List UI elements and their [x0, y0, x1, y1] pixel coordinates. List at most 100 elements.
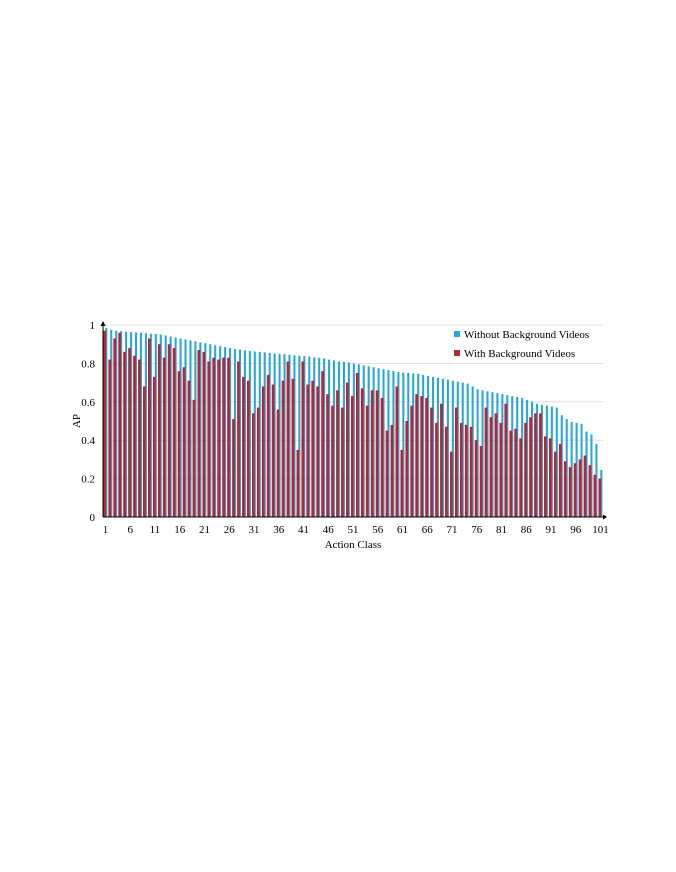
bar-without-background	[580, 423, 583, 517]
bar-with-background	[514, 428, 518, 517]
bar-with-background	[187, 380, 191, 517]
bar-without-background	[149, 333, 152, 517]
bar-with-background	[291, 378, 295, 517]
bar-without-background	[540, 404, 543, 517]
bar-without-background	[511, 396, 514, 517]
bar-without-background	[278, 353, 281, 517]
bar-with-background	[449, 451, 453, 517]
bar-with-background	[192, 399, 196, 517]
bar-without-background	[184, 339, 187, 517]
bar-without-background	[164, 335, 167, 517]
bar-without-background	[332, 360, 336, 517]
bar-without-background	[496, 393, 499, 517]
bar-with-background	[286, 361, 290, 517]
bar-without-background	[357, 364, 360, 517]
bar-with-background	[321, 371, 324, 517]
bar-with-background	[365, 405, 369, 517]
bar-without-background	[258, 351, 261, 517]
bar-without-background	[456, 381, 459, 517]
x-axis-label: Action Class	[325, 539, 382, 551]
bar-with-background	[509, 430, 513, 517]
bar-with-background	[524, 422, 527, 517]
bar-without-background	[585, 431, 588, 517]
bar-without-background	[159, 334, 162, 517]
bar-with-background	[583, 455, 587, 517]
bar-with-background	[479, 445, 483, 517]
bar-without-background	[560, 415, 563, 517]
bar-with-background	[143, 386, 146, 517]
bar-with-background	[256, 407, 260, 517]
bar-without-background	[402, 372, 405, 517]
bar-with-background	[336, 390, 339, 517]
bar-with-background	[281, 380, 285, 517]
bar-with-background	[237, 361, 240, 517]
x-tick-label: 56	[372, 524, 384, 536]
bar-with-background	[415, 394, 419, 517]
bar-without-background	[451, 380, 454, 517]
legend: Without Background Videos With Backgroun…	[454, 329, 589, 360]
bar-with-background	[474, 440, 478, 517]
bar-without-background	[323, 358, 326, 517]
bar-with-background	[128, 348, 131, 517]
x-tick-label: 91	[546, 524, 557, 536]
bar-with-background	[152, 376, 156, 517]
y-axis-arrow-icon	[100, 321, 106, 326]
x-tick-label: 71	[447, 524, 458, 536]
legend-swatch-with-background	[454, 350, 460, 356]
bar-without-background	[362, 365, 365, 517]
bar-with-background	[326, 394, 329, 517]
bar-without-background	[476, 389, 479, 517]
bar-without-background	[466, 383, 469, 517]
bar-without-background	[372, 367, 375, 517]
bar-without-background	[352, 363, 355, 517]
x-tick-label: 61	[397, 524, 408, 536]
bar-without-background	[283, 354, 286, 517]
bar-with-background	[251, 413, 255, 517]
x-tick-label: 96	[570, 524, 582, 536]
bar-with-background	[534, 413, 537, 517]
x-tick-label: 86	[521, 524, 533, 536]
bar-with-background	[306, 384, 310, 517]
bar-without-background	[219, 346, 222, 517]
y-tick-label: 0.2	[81, 474, 95, 486]
x-tick-label: 31	[248, 524, 259, 536]
bar-without-background	[461, 382, 464, 517]
bar-with-background	[133, 355, 136, 517]
bar-with-background	[261, 386, 265, 517]
x-tick-label: 41	[298, 524, 309, 536]
bar-with-background	[331, 405, 334, 517]
bar-without-background	[342, 361, 345, 517]
bar-with-background	[207, 361, 211, 517]
bar-with-background	[529, 417, 532, 517]
bar-without-background	[308, 356, 311, 517]
bar-without-background	[268, 352, 271, 517]
bar-without-background	[427, 375, 430, 517]
bar-without-background	[595, 444, 598, 517]
bar-without-background	[436, 377, 440, 517]
bar-with-background	[519, 438, 522, 517]
bar-without-background	[407, 373, 410, 517]
bar-with-background	[202, 351, 206, 517]
bar-with-background	[464, 424, 468, 517]
y-tick-labels: 0 0.2 0.4 0.6 0.8 1	[81, 320, 95, 524]
x-tick-label: 26	[224, 524, 236, 536]
axes	[100, 321, 607, 520]
x-tick-label: 101	[592, 524, 609, 536]
bar-with-background	[553, 451, 557, 517]
bar-with-background	[593, 474, 597, 517]
bar-with-background	[548, 438, 552, 517]
bar-with-background	[494, 413, 498, 517]
x-tick-label: 6	[127, 524, 133, 536]
bar-with-background	[420, 396, 423, 517]
bar-without-background	[367, 366, 370, 517]
bar-with-background	[316, 386, 320, 517]
bar-with-background	[118, 332, 122, 517]
bar-with-background	[598, 478, 602, 517]
y-tick-label: 0.4	[81, 435, 95, 447]
bar-with-background	[390, 424, 394, 517]
bar-without-background	[575, 422, 578, 517]
bar-with-background	[425, 397, 428, 517]
bar-with-background	[558, 444, 562, 517]
bar-without-background	[169, 336, 172, 517]
